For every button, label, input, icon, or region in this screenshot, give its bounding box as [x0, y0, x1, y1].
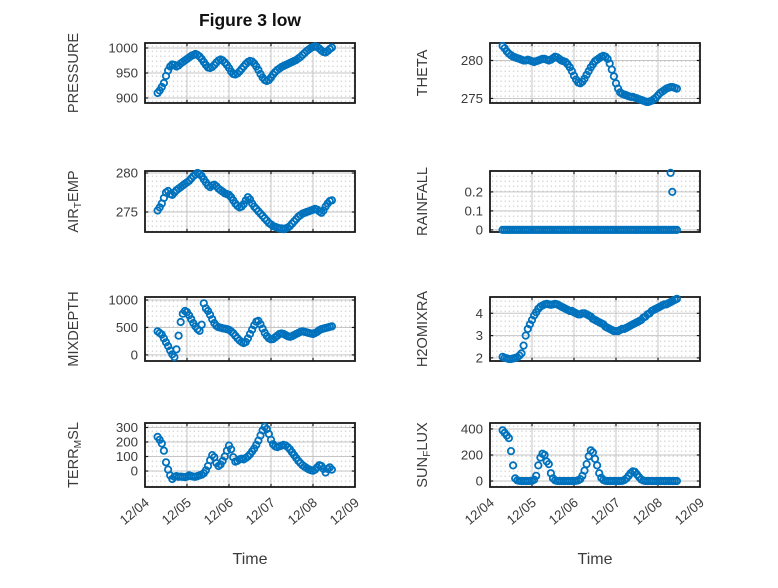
x-tick-label: 12/09: [327, 495, 362, 528]
series-rainfall-markers: [498, 168, 682, 234]
subplot-sun_flux: 0 200 400 SUNFLUX 12/04 12/05 12/06 12/07 12/08 1…: [415, 422, 707, 528]
x-tick-label: 12/09: [672, 495, 707, 528]
x-tick-label: 12/04: [117, 495, 152, 528]
series-terr_msl-markers: [153, 422, 336, 484]
y-axis-label-h2omixra: H2OMIXRA: [415, 291, 431, 367]
y-tick-label: 0.2: [465, 185, 484, 200]
minor-grid-dots: [490, 43, 700, 103]
y-axis-label-pressure: PRESSURE: [66, 33, 82, 114]
y-tick-label: 280: [116, 166, 138, 181]
axes-frame: [489, 296, 701, 362]
y-tick-label: 0.1: [465, 204, 484, 219]
y-axis-label-terr_msl: TERRMSL: [66, 422, 84, 488]
tick-marks: [144, 423, 356, 487]
y-tick-label: 1000: [108, 41, 138, 56]
y-tick-label: 0: [131, 464, 138, 479]
y-axis-label-theta: THETA: [415, 49, 431, 96]
y-tick-label: 500: [116, 320, 138, 335]
y-axis-label-mixdepth: MIXDEPTH: [66, 291, 82, 366]
x-axis-label-left: Time: [232, 551, 268, 568]
axes-frame: [489, 42, 701, 104]
series-mixdepth-markers: [153, 299, 336, 362]
subplot-theta: 275 280 THETA: [415, 41, 701, 106]
major-grid: [490, 297, 700, 361]
series-pressure-markers: [153, 42, 336, 98]
x-tick-label: 12/07: [243, 495, 278, 528]
axes-frame: [144, 422, 356, 488]
subplot-mixdepth: 0 500 1000 MIXDEPTH: [66, 291, 356, 367]
y-tick-label: 275: [461, 91, 483, 106]
x-tick-label: 12/07: [588, 495, 623, 528]
subplot-air_temp: 275 280 AIRTEMP: [66, 166, 356, 234]
y-tick-label: 400: [461, 422, 483, 437]
tick-marks: [489, 43, 701, 103]
tick-marks: [489, 297, 701, 361]
x-axis-label-right: Time: [577, 551, 613, 568]
x-tick-label: 12/08: [630, 495, 665, 528]
y-tick-label: 275: [116, 205, 138, 220]
subplot-pressure: 900 950 1000 PRESSURE: [66, 33, 356, 114]
x-tick-label: 12/06: [201, 495, 236, 528]
y-tick-label: 3: [476, 328, 483, 343]
series-theta-markers: [498, 41, 682, 106]
y-tick-label: 1000: [108, 293, 138, 308]
x-tick-label: 12/08: [285, 495, 320, 528]
y-tick-label: 200: [461, 448, 483, 463]
minor-grid-dots: [490, 171, 700, 232]
y-tick-label: 280: [461, 53, 483, 68]
y-tick-label: 0: [476, 223, 483, 238]
y-axis-label-sun_flux: SUNFLUX: [415, 422, 433, 488]
axes-frame: [144, 296, 356, 362]
subplot-rainfall: 0 0.1 0.2 RAINFALL: [415, 167, 701, 238]
y-tick-label: 0: [476, 474, 483, 489]
tick-marks: [144, 171, 356, 232]
y-tick-label: 100: [116, 449, 138, 464]
y-axis-label-air_temp: AIRTEMP: [66, 170, 84, 232]
series-sun_flux-markers: [498, 426, 682, 486]
y-tick-label: 300: [116, 420, 138, 435]
y-tick-label: 950: [116, 66, 138, 81]
y-tick-label: 0: [131, 348, 138, 363]
figure-title: Figure 3 low: [198, 10, 302, 30]
x-tick-label: 12/05: [159, 495, 194, 528]
series-air_temp-markers: [153, 168, 336, 234]
axes-frame: [144, 170, 356, 233]
y-tick-label: 900: [116, 91, 138, 106]
y-axis-label-rainfall: RAINFALL: [415, 167, 431, 236]
y-tick-label: 200: [116, 435, 138, 450]
y-tick-label: 4: [476, 306, 483, 321]
series-h2omixra-markers: [498, 294, 682, 364]
major-grid: [145, 423, 355, 487]
x-tick-label: 12/05: [504, 495, 539, 528]
subplot-h2omixra: 2 3 4 H2OMIXRA: [415, 291, 701, 367]
x-tick-label: 12/06: [546, 495, 581, 528]
y-tick-label: 2: [476, 350, 483, 365]
tick-marks: [144, 297, 356, 361]
x-tick-label: 12/04: [462, 495, 497, 528]
